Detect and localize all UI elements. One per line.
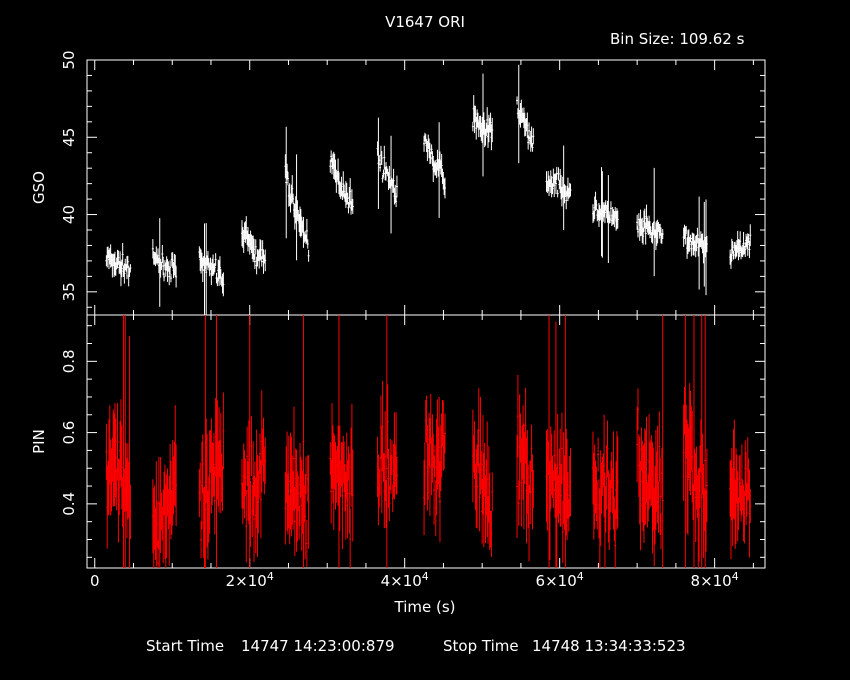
top-y-tick-label: 50 [60,50,78,69]
x-tick-label: 2×104 [226,570,274,590]
bottom-y-axis-label: PIN [30,429,48,454]
stop-time-label: Stop Time [443,637,519,655]
bottom-y-tick-label: 0.4 [60,492,78,516]
start-time-value: 14747 14:23:00:879 [241,637,395,655]
x-tick-label: 6×104 [536,570,584,590]
x-tick-label: 0 [90,572,100,590]
bin-size-label: Bin Size: 109.62 s [610,30,745,48]
bottom-panel-frame [86,314,766,569]
top-y-tick-label: 40 [60,205,78,224]
x-tick-label: 8×104 [691,570,739,590]
bottom-y-tick-label: 0.6 [60,421,78,445]
top-y-tick-label: 35 [60,282,78,301]
top-y-tick-label: 45 [60,128,78,147]
x-tick-label: 4×104 [381,570,429,590]
top-y-axis-label: GSO [30,171,48,204]
chart-title: V1647 ORI [385,13,465,31]
start-time-label: Start Time [146,637,225,655]
bottom-y-tick-label: 0.8 [60,349,78,373]
top-panel-frame [86,59,766,316]
x-axis-label: Time (s) [394,598,456,616]
stop-time-value: 14748 13:34:33:523 [532,637,686,655]
